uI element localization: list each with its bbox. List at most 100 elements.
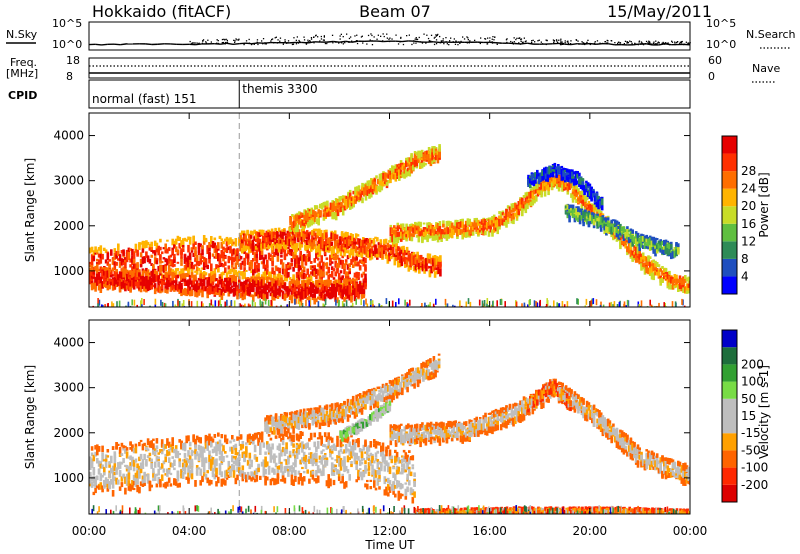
p0-band-1-cell-866 — [327, 292, 330, 299]
p0-band-0-cell-583 — [257, 272, 260, 280]
n-search-dot-0 — [253, 43, 255, 45]
p0-band-1-cell-765 — [301, 280, 304, 289]
p0-band-1-cell-652 — [269, 285, 273, 288]
p0-band-0-cell-4 — [89, 247, 92, 253]
p0-band-1-cell-70 — [106, 285, 110, 291]
p0-band-0-cell-809 — [320, 265, 323, 270]
p0-band-2-cell-459 — [369, 249, 372, 258]
p0-band-1-cell-331 — [180, 273, 183, 281]
p0-band-0-cell-637 — [273, 252, 276, 257]
p0-band-4-cell-950 — [659, 278, 662, 286]
p0-band-2-cell-42 — [249, 234, 253, 239]
p0-band-1-cell-524 — [234, 275, 238, 280]
p0-band-1-cell-697 — [281, 279, 285, 285]
p0-band-2-cell-527 — [388, 254, 391, 262]
n-search-dot-150 — [466, 42, 468, 44]
p0-band-4-cell-211 — [449, 221, 452, 226]
n-search-dot-229 — [606, 43, 608, 45]
p0-band-4-cell-0 — [389, 224, 393, 228]
p0-band-0-cell-340 — [187, 268, 190, 274]
n-search-dot-253 — [446, 43, 448, 45]
p0-band-2-cell-687 — [433, 271, 437, 278]
p0-band-0-cell-878 — [341, 262, 344, 266]
p0-band-2-cell-240 — [307, 233, 311, 240]
p0-band-2-cell-667 — [426, 253, 430, 259]
p0-band-0-cell-724 — [295, 255, 299, 263]
p0-band-0-cell-412 — [208, 247, 211, 252]
p0-band-2-cell-169 — [288, 231, 291, 237]
p0-band-0-cell-736 — [299, 272, 302, 278]
p0-band-0-cell-737 — [301, 269, 304, 276]
p0-band-1-cell-115 — [118, 280, 122, 287]
p0-band-2-cell-167 — [286, 233, 290, 238]
n-search-dot-148 — [520, 38, 523, 40]
p0-band-1-cell-943 — [350, 292, 353, 297]
p0-band-2-cell-302 — [325, 246, 328, 252]
p0-band-4-cell-20 — [394, 227, 398, 230]
p0-band-4-cell-167 — [436, 223, 440, 230]
p0-band-1-cell-159 — [131, 271, 134, 278]
p0-band-2-cell-426 — [360, 239, 363, 246]
n-search-dot-300 — [271, 38, 274, 40]
p0-band-4-cell-482 — [526, 203, 529, 210]
n-search-dot-261 — [205, 42, 208, 44]
p0-band-1-cell-259 — [159, 273, 162, 276]
p0-band-3-cell-26 — [296, 212, 299, 216]
n-search-dot-404 — [662, 41, 664, 44]
p0-band-1-cell-706 — [285, 288, 288, 296]
p0-band-0-cell-251 — [162, 257, 166, 260]
n-search-dot-65 — [435, 39, 438, 41]
n-search-dot-230 — [479, 42, 481, 44]
p0-band-5-cell-188 — [579, 182, 583, 189]
p0-band-2-cell-341 — [335, 234, 339, 239]
p0-band-0-cell-99 — [118, 275, 122, 283]
p0-band-2-cell-663 — [425, 260, 428, 265]
p0-band-1-cell-269 — [162, 281, 166, 285]
p0-band-4-cell-93 — [415, 227, 419, 231]
p0-band-0-cell-739 — [301, 254, 304, 263]
p0-band-0-cell-708 — [292, 251, 295, 260]
p0-band-4-cell-656 — [575, 199, 578, 203]
nave-tick-top: 60 — [708, 54, 722, 67]
p0-band-2-cell-556 — [395, 248, 398, 256]
p0-band-2-cell-114 — [270, 238, 274, 243]
p0-band-1-cell-950 — [351, 277, 355, 282]
p0-band-4-cell-301 — [475, 230, 478, 234]
p0-band-0-cell-778 — [311, 265, 315, 269]
p0-band-0-cell-380 — [199, 257, 202, 265]
p0-band-4-cell-929 — [654, 260, 657, 267]
p0-band-0-cell-332 — [185, 257, 188, 262]
n-search-dot-369 — [626, 42, 628, 44]
p0-band-0-cell-210 — [150, 263, 153, 266]
p0-band-2-cell-549 — [393, 244, 397, 247]
p0-band-0-cell-897 — [346, 264, 350, 270]
p0-band-1-cell-354 — [187, 273, 190, 277]
p0-band-1-cell-142 — [127, 278, 131, 286]
n-search-dot-128 — [651, 43, 653, 45]
p0-band-3-cell-240 — [357, 194, 361, 197]
n-search-dot-331 — [561, 42, 564, 45]
p0-band-1-cell-65 — [106, 281, 110, 289]
p0-band-0-cell-10 — [90, 265, 94, 270]
p0-band-5-cell-59 — [543, 175, 546, 180]
p0-band-5-cell-11 — [529, 181, 532, 189]
p0-band-1-cell-322 — [176, 285, 180, 292]
p0-band-4-cell-976 — [668, 270, 671, 275]
n-search-dot-181 — [370, 33, 372, 35]
p0-band-4-cell-171 — [438, 221, 442, 227]
n-search-dot-113 — [332, 42, 334, 44]
p0-band-4-cell-437 — [514, 212, 517, 217]
p0-band-0-cell-402 — [204, 259, 208, 266]
p0-band-3-cell-359 — [392, 169, 396, 175]
p0-band-2-cell-477 — [374, 245, 377, 251]
n-search-dot-346 — [216, 42, 218, 44]
p0-band-4-cell-106 — [419, 228, 422, 232]
p0-band-2-cell-67 — [258, 229, 262, 233]
p0-band-1-cell-928 — [344, 296, 348, 299]
p0-band-5-cell-65 — [544, 171, 548, 180]
n-search-dot-248 — [531, 40, 533, 42]
p0-band-0-cell-396 — [202, 235, 206, 242]
p0-band-3-cell-34 — [298, 211, 301, 217]
p0-band-2-cell-296 — [323, 241, 326, 245]
p0-band-1-cell-657 — [271, 289, 274, 294]
